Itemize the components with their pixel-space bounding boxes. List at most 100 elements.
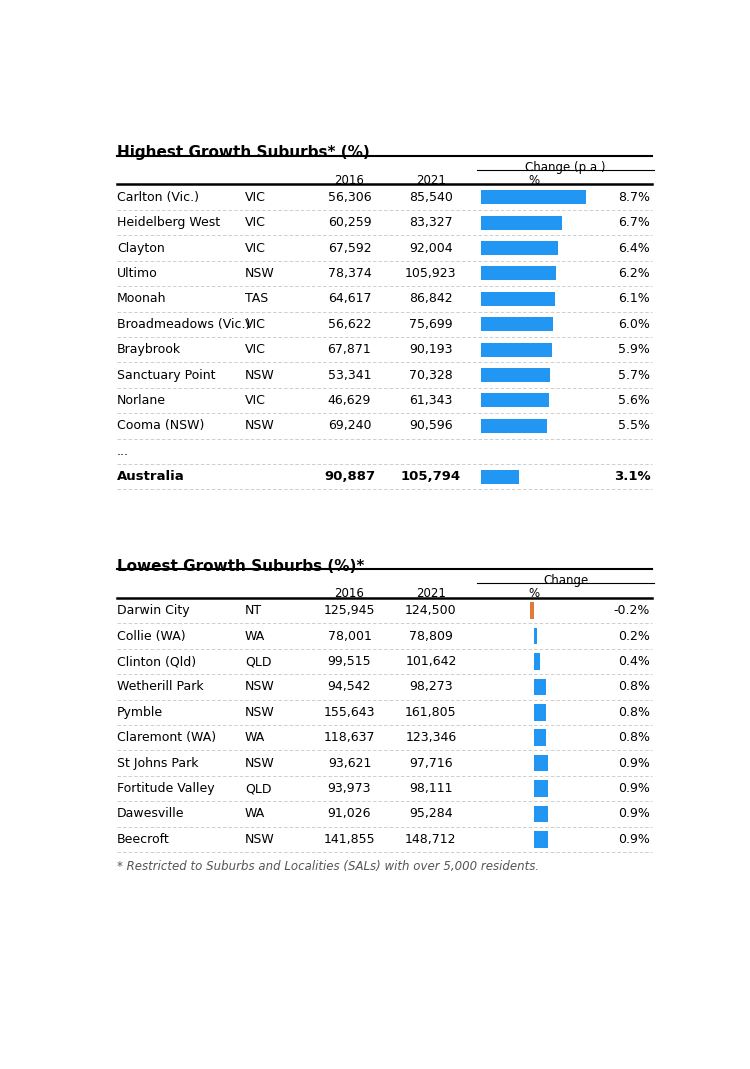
Text: Heidelberg West: Heidelberg West bbox=[117, 216, 220, 229]
Text: %: % bbox=[528, 587, 539, 600]
Bar bbox=[482, 266, 556, 280]
Text: ...: ... bbox=[117, 445, 129, 458]
Text: 3.1%: 3.1% bbox=[614, 470, 650, 483]
Text: VIC: VIC bbox=[244, 216, 266, 229]
Text: 69,240: 69,240 bbox=[328, 419, 371, 432]
Text: Darwin City: Darwin City bbox=[117, 604, 190, 617]
Text: Clinton (Qld): Clinton (Qld) bbox=[117, 655, 196, 668]
Text: 105,923: 105,923 bbox=[405, 267, 457, 280]
Text: 6.2%: 6.2% bbox=[619, 267, 650, 280]
Text: Norlane: Norlane bbox=[117, 394, 166, 407]
Text: NT: NT bbox=[244, 604, 262, 617]
Text: * Restricted to Suburbs and Localities (SALs) with over 5,000 residents.: * Restricted to Suburbs and Localities (… bbox=[117, 859, 539, 872]
Text: NSW: NSW bbox=[244, 419, 274, 432]
Text: Carlton (Vic.): Carlton (Vic.) bbox=[117, 190, 199, 204]
Bar bbox=[482, 190, 586, 204]
Text: 67,871: 67,871 bbox=[328, 343, 371, 356]
Text: Beecroft: Beecroft bbox=[117, 833, 170, 846]
Bar bbox=[482, 241, 558, 255]
Text: 0.9%: 0.9% bbox=[618, 757, 650, 770]
Text: 78,001: 78,001 bbox=[328, 630, 371, 642]
Text: 90,887: 90,887 bbox=[324, 470, 375, 483]
Bar bbox=[533, 653, 540, 670]
Text: 123,346: 123,346 bbox=[405, 731, 457, 744]
Bar bbox=[482, 317, 554, 331]
Text: 86,842: 86,842 bbox=[409, 292, 453, 306]
Text: 56,622: 56,622 bbox=[328, 317, 371, 330]
Text: 0.8%: 0.8% bbox=[618, 731, 650, 744]
Text: Broadmeadows (Vic.): Broadmeadows (Vic.) bbox=[117, 317, 251, 330]
Text: Change (p.a.): Change (p.a.) bbox=[526, 160, 606, 173]
Text: 0.8%: 0.8% bbox=[618, 680, 650, 694]
Text: 5.5%: 5.5% bbox=[618, 419, 650, 432]
Text: VIC: VIC bbox=[244, 343, 266, 356]
Text: Cooma (NSW): Cooma (NSW) bbox=[117, 419, 204, 432]
Text: 2016: 2016 bbox=[334, 173, 364, 187]
Text: WA: WA bbox=[244, 630, 266, 642]
Text: 2021: 2021 bbox=[416, 173, 446, 187]
Text: 148,712: 148,712 bbox=[405, 833, 457, 846]
Text: 8.7%: 8.7% bbox=[618, 190, 650, 204]
Text: 60,259: 60,259 bbox=[328, 216, 371, 229]
Text: 161,805: 161,805 bbox=[405, 706, 457, 718]
Text: 6.4%: 6.4% bbox=[619, 242, 650, 254]
Text: 93,973: 93,973 bbox=[328, 783, 371, 795]
Text: Highest Growth Suburbs* (%): Highest Growth Suburbs* (%) bbox=[117, 145, 370, 160]
Text: VIC: VIC bbox=[244, 317, 266, 330]
Bar bbox=[533, 831, 548, 848]
Text: Clayton: Clayton bbox=[117, 242, 165, 254]
Text: 6.7%: 6.7% bbox=[618, 216, 650, 229]
Text: 64,617: 64,617 bbox=[328, 292, 371, 306]
Text: Pymble: Pymble bbox=[117, 706, 164, 718]
Bar bbox=[530, 603, 533, 619]
Text: 141,855: 141,855 bbox=[324, 833, 375, 846]
Text: 61,343: 61,343 bbox=[410, 394, 452, 407]
Bar bbox=[533, 806, 548, 822]
Text: Dawesville: Dawesville bbox=[117, 807, 184, 821]
Text: 56,306: 56,306 bbox=[328, 190, 371, 204]
Text: 0.2%: 0.2% bbox=[618, 630, 650, 642]
Text: VIC: VIC bbox=[244, 242, 266, 254]
Text: VIC: VIC bbox=[244, 190, 266, 204]
Text: VIC: VIC bbox=[244, 394, 266, 407]
Text: Australia: Australia bbox=[117, 470, 184, 483]
Text: 95,284: 95,284 bbox=[409, 807, 453, 821]
Text: 5.9%: 5.9% bbox=[618, 343, 650, 356]
Text: NSW: NSW bbox=[244, 267, 274, 280]
Bar bbox=[482, 393, 548, 407]
Text: NSW: NSW bbox=[244, 680, 274, 694]
Text: 155,643: 155,643 bbox=[324, 706, 375, 718]
Text: 0.9%: 0.9% bbox=[618, 807, 650, 821]
Text: 105,794: 105,794 bbox=[400, 470, 461, 483]
Text: 97,716: 97,716 bbox=[409, 757, 453, 770]
Text: 83,327: 83,327 bbox=[409, 216, 453, 229]
Text: 5.6%: 5.6% bbox=[618, 394, 650, 407]
Text: Change: Change bbox=[543, 574, 588, 587]
Text: 0.9%: 0.9% bbox=[618, 833, 650, 846]
Text: WA: WA bbox=[244, 807, 266, 821]
Text: %: % bbox=[528, 173, 539, 187]
Text: 0.9%: 0.9% bbox=[618, 783, 650, 795]
Text: Claremont (WA): Claremont (WA) bbox=[117, 731, 216, 744]
Text: 85,540: 85,540 bbox=[409, 190, 453, 204]
Bar bbox=[482, 343, 552, 357]
Bar bbox=[482, 292, 554, 306]
Text: Sanctuary Point: Sanctuary Point bbox=[117, 369, 215, 382]
Text: 6.1%: 6.1% bbox=[619, 292, 650, 306]
Text: 67,592: 67,592 bbox=[328, 242, 371, 254]
Text: 94,542: 94,542 bbox=[328, 680, 371, 694]
Bar bbox=[533, 755, 548, 772]
Text: 78,374: 78,374 bbox=[328, 267, 371, 280]
Text: NSW: NSW bbox=[244, 833, 274, 846]
Text: TAS: TAS bbox=[244, 292, 268, 306]
Text: 98,111: 98,111 bbox=[410, 783, 452, 795]
Text: NSW: NSW bbox=[244, 369, 274, 382]
Text: Ultimo: Ultimo bbox=[117, 267, 158, 280]
Text: 90,596: 90,596 bbox=[409, 419, 453, 432]
Text: 5.7%: 5.7% bbox=[618, 369, 650, 382]
Bar bbox=[533, 679, 546, 695]
Text: 101,642: 101,642 bbox=[405, 655, 457, 668]
Text: 6.0%: 6.0% bbox=[618, 317, 650, 330]
Bar bbox=[482, 368, 550, 382]
Text: 0.4%: 0.4% bbox=[618, 655, 650, 668]
